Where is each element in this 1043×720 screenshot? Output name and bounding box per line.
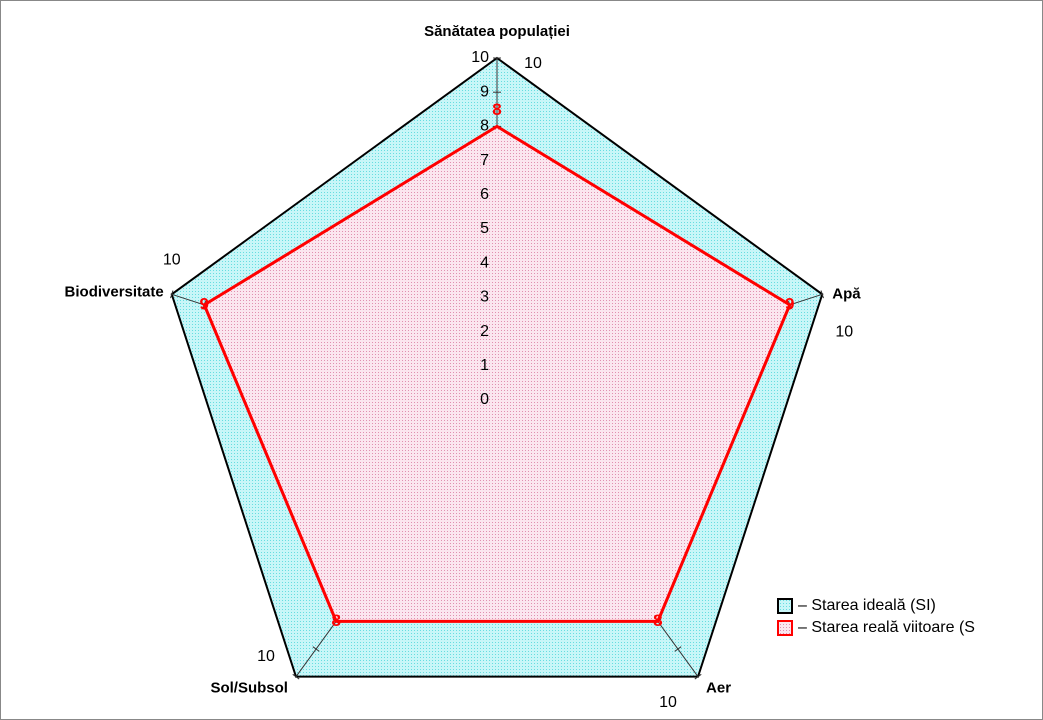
category-label: Biodiversitate (65, 283, 164, 300)
r-tick-label: 7 (480, 152, 489, 169)
tick-mark (674, 646, 682, 652)
tick-mark (292, 673, 300, 680)
r-tick-label: 2 (480, 323, 489, 340)
value-label: 10 (659, 694, 677, 711)
r-tick-label: 1 (480, 357, 489, 374)
r-tick-label: 6 (480, 186, 489, 203)
r-tick-label: 0 (480, 391, 489, 408)
tick-mark (312, 646, 320, 652)
legend-swatch (777, 598, 793, 614)
value-label: 10 (163, 252, 181, 269)
tick-mark (170, 290, 174, 299)
value-label: 9 (200, 294, 209, 313)
legend-label: – Starea reală viitoare (S (798, 619, 975, 636)
tick-mark (694, 673, 702, 680)
r-tick-label: 9 (480, 83, 489, 100)
value-label: 8 (653, 611, 662, 630)
tick-mark (820, 290, 824, 299)
category-label: Apă (832, 285, 861, 302)
value-label: 9 (785, 294, 794, 313)
category-label: Sănătatea populației (424, 23, 570, 40)
value-label: 8 (492, 100, 501, 119)
value-label: 10 (524, 55, 542, 72)
value-label: 10 (835, 324, 853, 341)
value-label: 10 (257, 648, 275, 665)
r-tick-label: 4 (480, 254, 489, 271)
series-area (202, 124, 792, 623)
r-tick-label: 3 (480, 289, 489, 306)
value-label: 8 (331, 611, 340, 630)
category-label: Aer (706, 680, 731, 697)
category-label: Sol/Subsol (210, 680, 288, 697)
r-tick-label: 10 (471, 49, 489, 66)
r-tick-label: 5 (480, 220, 489, 237)
legend-label: – Starea ideală (SI) (798, 597, 936, 614)
r-tick-label: 8 (480, 118, 489, 135)
legend-swatch (777, 620, 793, 636)
